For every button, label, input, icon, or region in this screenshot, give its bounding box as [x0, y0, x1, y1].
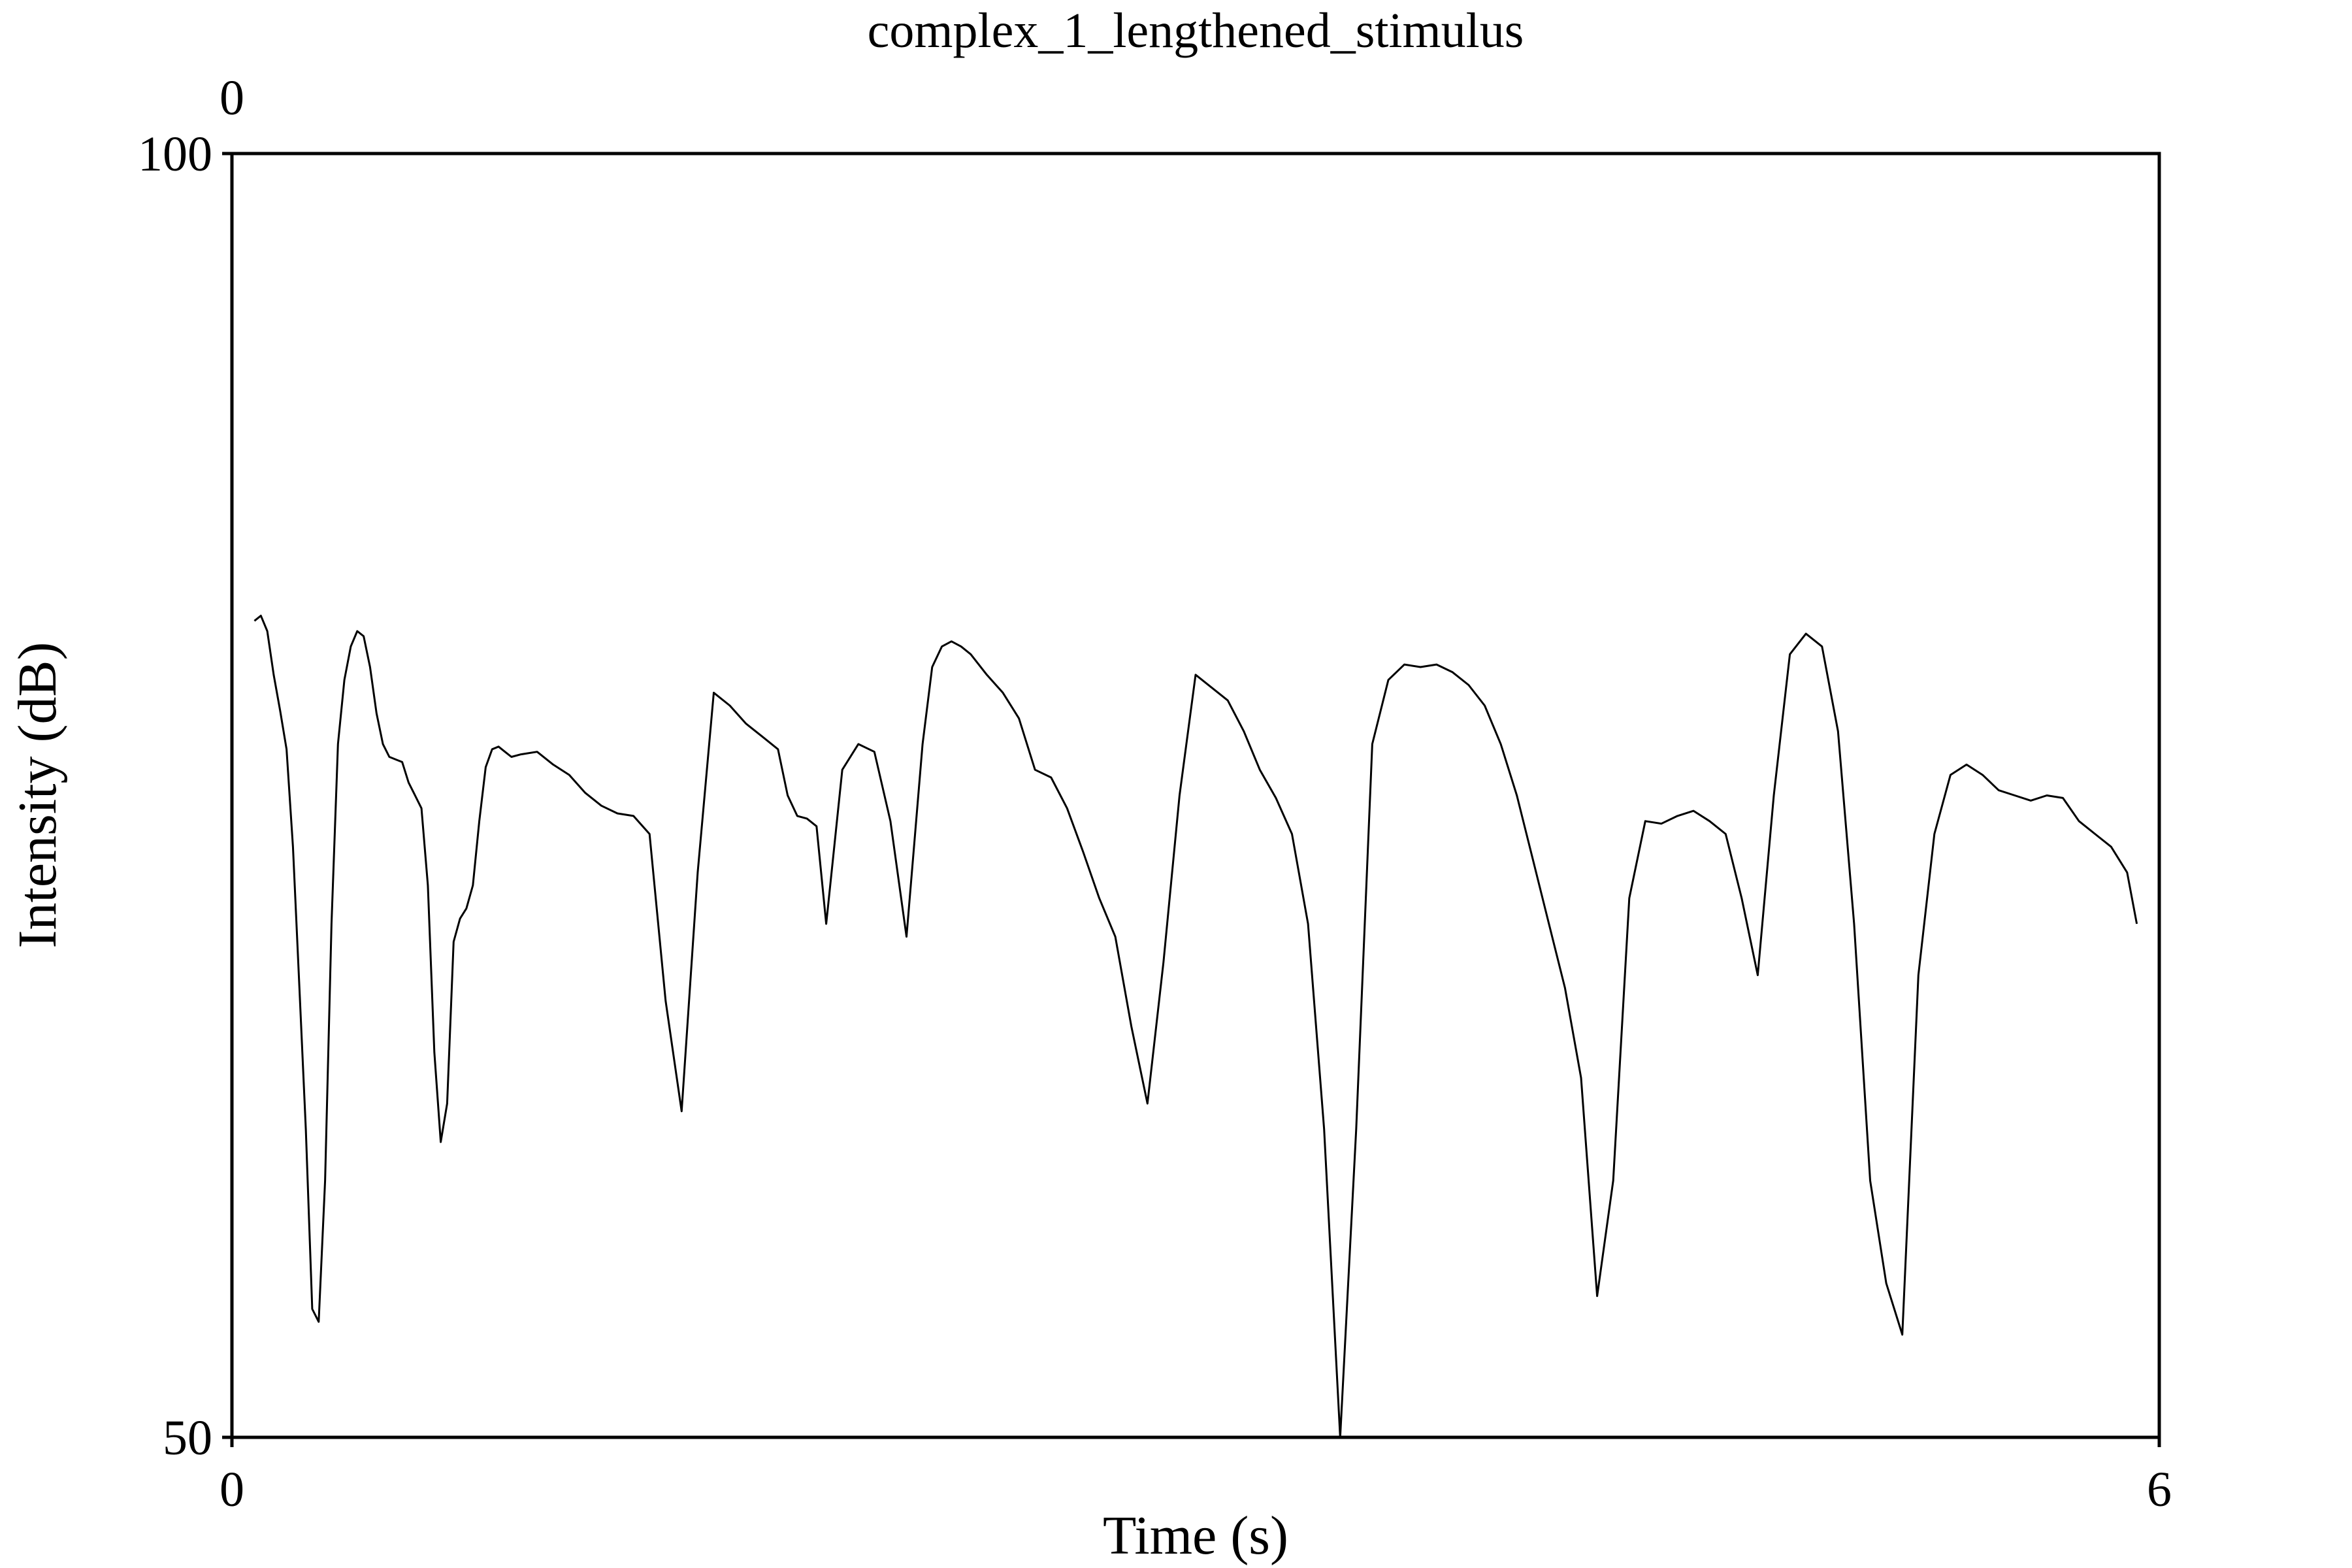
x-tick-label-6: 6	[2147, 1462, 2172, 1517]
chart-title: complex_1_lengthened_stimulus	[868, 3, 1524, 58]
x-axis-label: Time (s)	[1103, 1505, 1288, 1566]
series-layer	[253, 614, 2138, 1439]
y-tick-label-100: 100	[138, 127, 212, 182]
x-tick-label-0: 0	[220, 1462, 244, 1517]
y-tick-label-50: 50	[163, 1411, 212, 1465]
top-left-label: 0	[220, 71, 244, 125]
y-axis-label: Intensity (dB)	[7, 642, 68, 949]
plot-frame	[230, 152, 2161, 1439]
series-line-0	[253, 614, 2138, 1439]
